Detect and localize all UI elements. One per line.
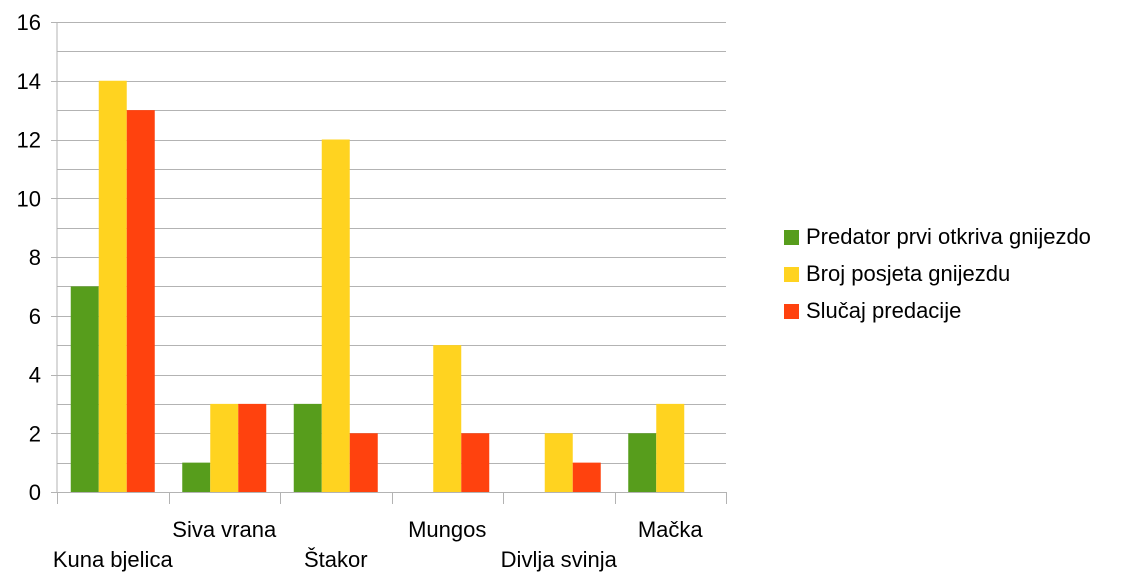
- axes: [51, 22, 727, 504]
- y-tick-label: 16: [17, 10, 41, 35]
- legend-label: Broj posjeta gnijezdu: [806, 261, 1010, 286]
- bar: [293, 403, 322, 492]
- x-tick-label: Divlja svinja: [501, 547, 618, 572]
- bar: [461, 433, 490, 492]
- bar: [349, 433, 378, 492]
- bar: [544, 433, 573, 492]
- y-tick-label: 10: [17, 186, 41, 211]
- legend-label: Predator prvi otkriva gnijezdo: [806, 224, 1091, 249]
- x-tick-label: Siva vrana: [172, 517, 277, 542]
- y-tick-label: 12: [17, 128, 41, 153]
- legend-swatch: [784, 304, 799, 319]
- bar: [126, 110, 155, 492]
- bar: [70, 286, 99, 492]
- bar: [210, 403, 239, 492]
- bar: [321, 139, 350, 492]
- y-tick-label: 0: [29, 480, 41, 505]
- grid-lines: [57, 22, 726, 464]
- bar: [238, 403, 267, 492]
- y-tick-labels: 0 2 4 6 8 10 12 14 16: [17, 10, 41, 505]
- bar: [182, 462, 211, 492]
- bars: [70, 80, 685, 492]
- x-tick-labels: Kuna bjelica Siva vrana Štakor Mungos Divlja…: [53, 517, 704, 572]
- x-tick-label: Štakor: [304, 547, 368, 572]
- x-tick-label: Mungos: [408, 517, 486, 542]
- bar: [433, 345, 462, 492]
- legend-label: Slučaj predacije: [806, 298, 961, 323]
- bar: [98, 80, 127, 492]
- bar: [628, 433, 657, 492]
- x-tick-label: Kuna bjelica: [53, 547, 174, 572]
- legend: Predator prvi otkriva gnijezdo Broj posje…: [784, 224, 1091, 323]
- bar: [656, 403, 685, 492]
- bar: [572, 462, 601, 492]
- y-tick-label: 8: [29, 245, 41, 270]
- y-tick-label: 6: [29, 304, 41, 329]
- legend-swatch: [784, 230, 799, 245]
- y-tick-label: 2: [29, 421, 41, 446]
- x-tick-label: Mačka: [638, 517, 704, 542]
- y-tick-label: 14: [17, 69, 41, 94]
- legend-swatch: [784, 267, 799, 282]
- y-tick-label: 4: [29, 363, 41, 388]
